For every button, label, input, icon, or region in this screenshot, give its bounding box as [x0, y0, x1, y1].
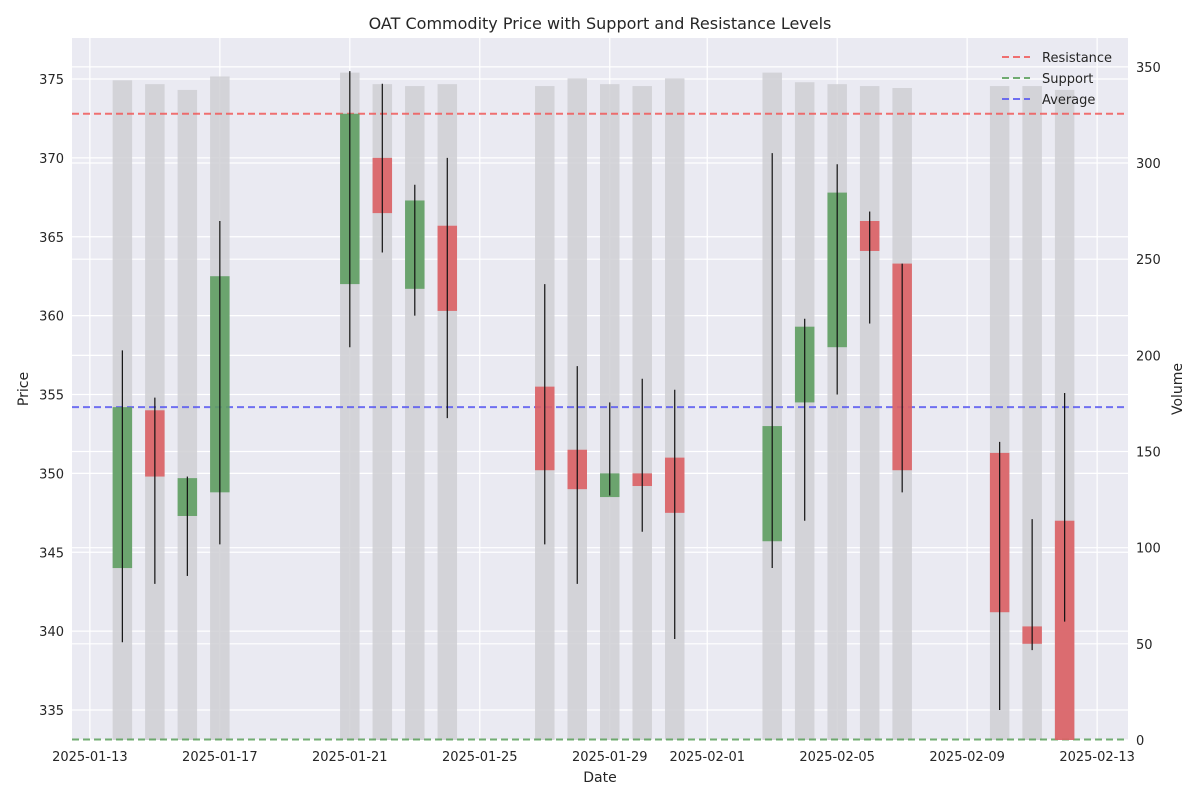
y2-tick-label: 300 — [1136, 157, 1161, 172]
volume-bar — [1022, 86, 1042, 740]
x-tick-label: 2025-02-13 — [1059, 750, 1135, 765]
legend-label-average: Average — [1042, 93, 1095, 108]
y2-axis-label: Volume — [1170, 363, 1186, 415]
candle-body — [1054, 520, 1075, 740]
x-tick-label: 2025-01-13 — [52, 750, 128, 765]
y-tick-label: 365 — [39, 231, 64, 246]
y-tick-label: 340 — [39, 625, 64, 640]
legend-label-support: Support — [1042, 72, 1093, 87]
y2-tick-label: 0 — [1136, 734, 1144, 749]
chart-title: OAT Commodity Price with Support and Res… — [369, 14, 832, 33]
volume-bar — [372, 84, 393, 740]
y2-tick-label: 50 — [1136, 638, 1153, 653]
y2-tick-label: 100 — [1136, 542, 1161, 557]
y2-tick-label: 200 — [1136, 349, 1161, 364]
volume-bar — [405, 86, 425, 740]
x-tick-label: 2025-01-21 — [312, 750, 388, 765]
y-tick-label: 375 — [39, 73, 64, 88]
y-tick-label: 335 — [39, 704, 64, 719]
y-tick-label: 355 — [39, 389, 64, 404]
y2-tick-label: 150 — [1136, 446, 1161, 461]
y-tick-label: 350 — [39, 467, 64, 482]
volume-bar — [859, 86, 880, 740]
y-tick-label: 360 — [39, 310, 64, 325]
y2-tick-label: 350 — [1136, 61, 1161, 76]
legend-label-resistance: Resistance — [1042, 51, 1112, 66]
x-tick-label: 2025-02-01 — [669, 750, 745, 765]
x-tick-label: 2025-02-05 — [799, 750, 875, 765]
x-tick-label: 2025-02-09 — [929, 750, 1005, 765]
volume-bar — [177, 89, 198, 740]
legend: Resistance Support Average — [1002, 51, 1112, 108]
x-tick-label: 2025-01-25 — [442, 750, 518, 765]
y-axis-label: Price — [16, 372, 32, 406]
y-tick-label: 345 — [39, 546, 64, 561]
y2-tick-label: 250 — [1136, 253, 1161, 268]
y-tick-label: 370 — [39, 152, 64, 167]
x-tick-label: 2025-01-17 — [182, 750, 258, 765]
x-axis-label: Date — [583, 770, 616, 786]
x-tick-label: 2025-01-29 — [572, 750, 648, 765]
